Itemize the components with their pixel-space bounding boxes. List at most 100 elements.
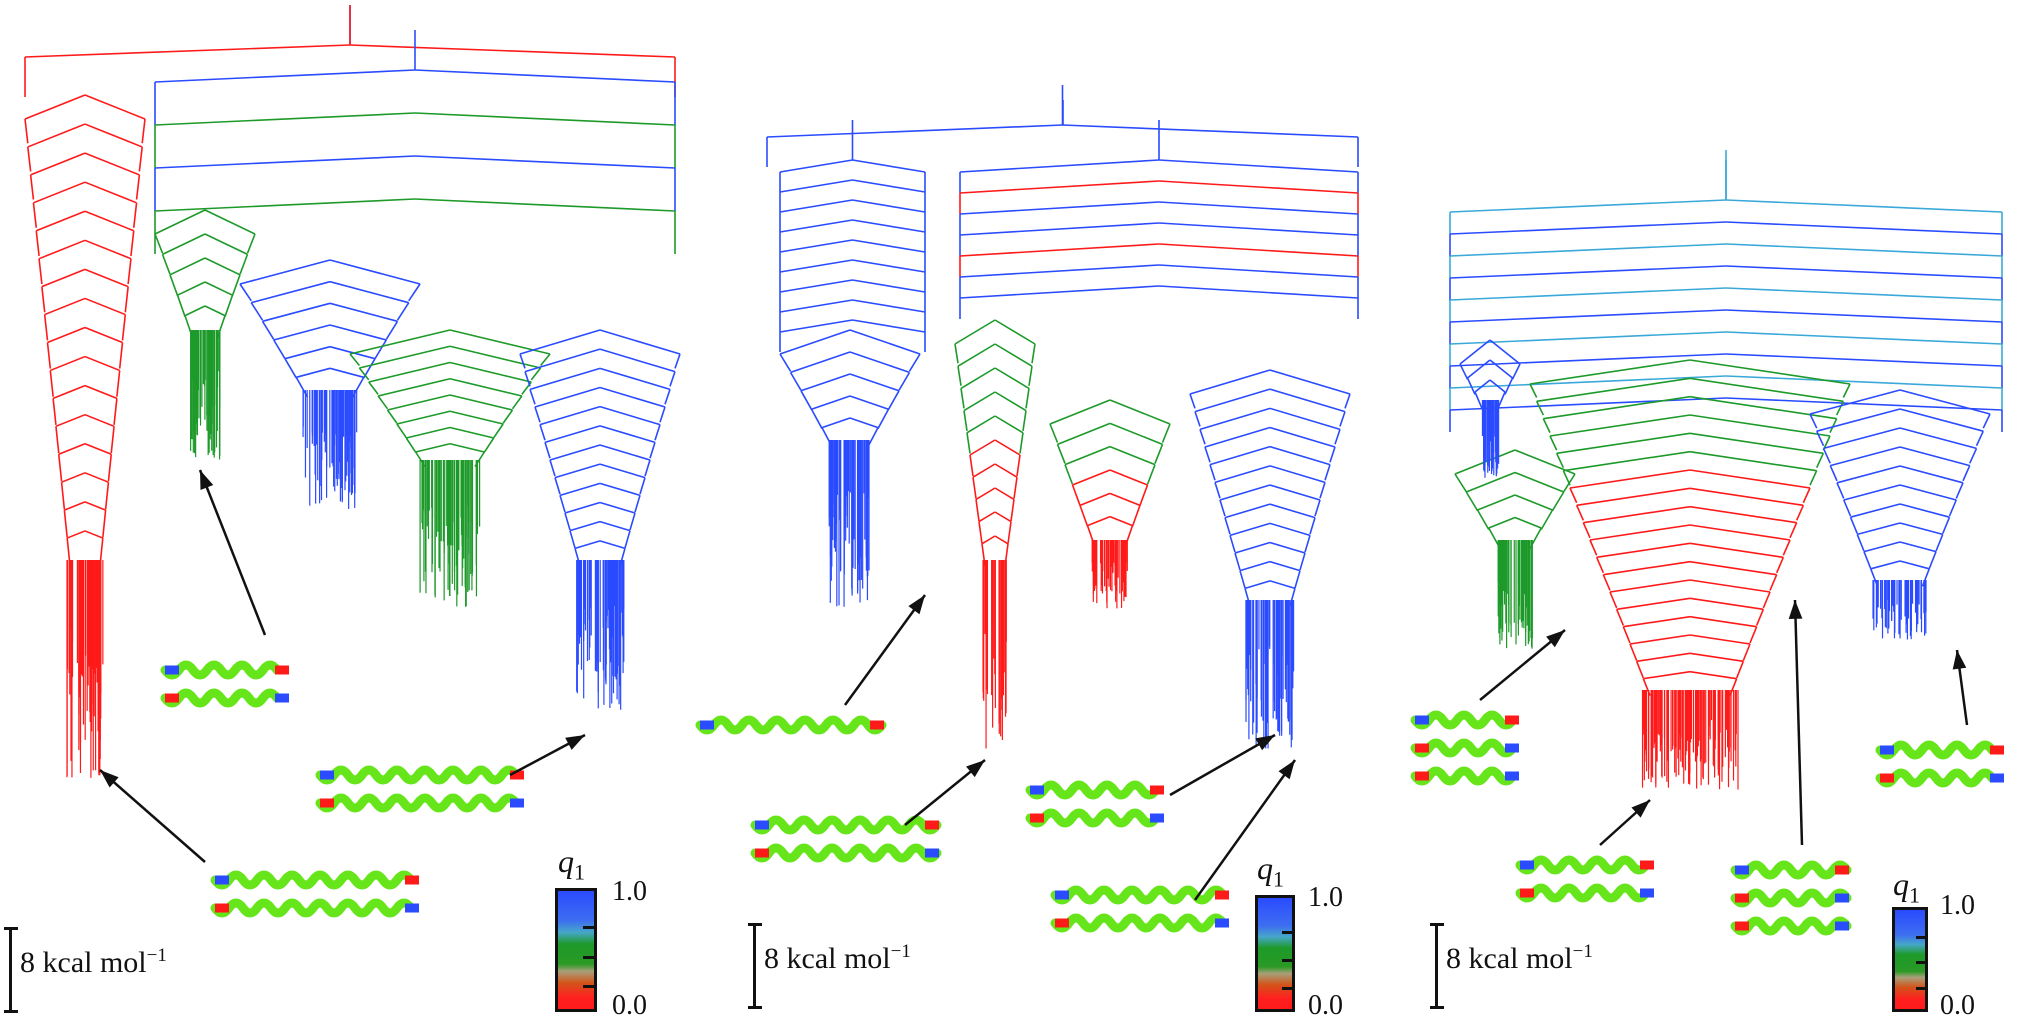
tree-edge [1583, 505, 1691, 524]
q1-colorbar-2 [1255, 895, 1295, 1012]
tree-edge [329, 280, 409, 304]
helix [315, 793, 521, 813]
blue-funnel-1c [519, 329, 681, 710]
tree-edge [1689, 395, 1837, 420]
tree-edge [1511, 363, 1521, 380]
tree-edge [1465, 491, 1479, 512]
tree-edge [1689, 542, 1784, 559]
tree-edge [1334, 429, 1341, 445]
energy-scale-bar-2 [748, 923, 762, 1009]
tree-edge [1563, 473, 1576, 493]
tree-edge [1830, 446, 1901, 467]
tree-edge [1079, 492, 1111, 507]
tree-edge [852, 159, 926, 173]
tree-edge [250, 302, 264, 321]
tree-edge [669, 371, 676, 387]
tree-edge [246, 233, 256, 254]
helix [750, 815, 942, 835]
tree-edge [1935, 534, 1944, 552]
tree-edge [524, 371, 531, 387]
tree-edge [1449, 243, 1727, 257]
tree-edge [1603, 560, 1691, 576]
tree-edge [84, 94, 146, 120]
tree-edge [779, 239, 853, 253]
arrow [1169, 733, 1276, 797]
tree-edge [959, 264, 1160, 278]
tree-edge [329, 259, 421, 285]
tree-edge [415, 442, 451, 453]
tree-edge [154, 198, 416, 212]
tree-edge [1010, 499, 1015, 522]
tree-edge [959, 159, 1160, 173]
helix [750, 843, 942, 863]
tree-edge [1489, 359, 1513, 379]
tree-edge [810, 408, 823, 429]
colorbar-title-2: q1 [1257, 850, 1284, 892]
tree-edge [1725, 331, 2003, 345]
tree-edge [1870, 560, 1901, 570]
arrowhead [200, 470, 214, 490]
tree-edge [1643, 670, 1691, 680]
tree-edge [1169, 733, 1276, 797]
tree-edge [963, 391, 996, 412]
tree-edge [1294, 570, 1301, 589]
tree-edge [534, 386, 601, 408]
tree-edge [1689, 670, 1737, 680]
tree-edge [1234, 541, 1271, 554]
tree-edge [1762, 591, 1771, 609]
arrowhead [908, 595, 925, 615]
tree-edge [449, 361, 532, 383]
colorbar-title-1: q1 [558, 843, 585, 885]
blue-funnel-2d [1189, 369, 1351, 749]
arrow [1952, 649, 1969, 726]
structure-1a [160, 660, 289, 708]
tree-edge [1109, 492, 1141, 507]
tree-edge [1556, 432, 1691, 455]
tree-edge [1339, 411, 1346, 427]
helix [1025, 808, 1161, 828]
tree-edge [57, 454, 63, 482]
tree-edge [102, 510, 107, 538]
tree-edge [396, 302, 410, 321]
tree-edge [84, 384, 118, 400]
upper-levels-1 [154, 30, 676, 254]
tree-edge [35, 210, 86, 232]
tree-edge [1199, 407, 1271, 431]
tree-edge [1899, 484, 1957, 501]
tree-edge [1622, 626, 1631, 644]
tree-edge [273, 339, 286, 360]
tree-edge [154, 209, 206, 235]
tree-edge [296, 367, 331, 379]
tree-edge [1204, 446, 1211, 463]
tree-edge [1449, 221, 1727, 235]
tree-edge [1161, 423, 1171, 443]
tree-edge [1049, 399, 1111, 425]
helix [1515, 883, 1651, 903]
tree-edge [1822, 448, 1831, 464]
tree-edge [959, 201, 1160, 215]
tree-edge [1928, 551, 1937, 569]
tree-edge [113, 398, 118, 425]
tree-edge [118, 342, 124, 369]
tree-edge [177, 281, 206, 296]
arrow [843, 594, 927, 706]
tree-edge [524, 348, 601, 373]
tree-edge [779, 329, 851, 355]
arrowhead [1278, 760, 1295, 780]
tree-edge [959, 285, 1160, 299]
red-funnel-3 [1529, 359, 1851, 790]
arrow [1599, 799, 1651, 846]
tree-edge [1049, 423, 1059, 443]
tree-edge [396, 423, 407, 439]
helix [1515, 855, 1651, 875]
tree-edge [406, 426, 451, 439]
tree-edge [176, 294, 186, 317]
tree-edge [169, 274, 179, 296]
tree-edge [104, 482, 110, 510]
tree-edge [972, 477, 977, 499]
tree-edge [449, 377, 523, 397]
tree-edge [852, 299, 926, 313]
tree-edge [1269, 503, 1316, 519]
tree-edge [1742, 643, 1751, 661]
tree-edge [1795, 505, 1805, 521]
